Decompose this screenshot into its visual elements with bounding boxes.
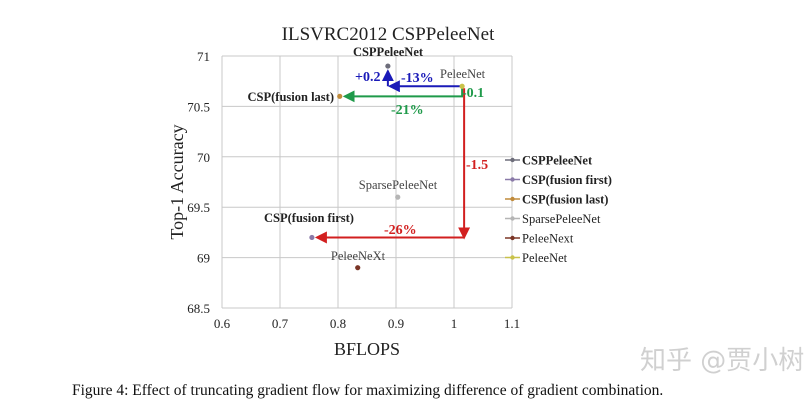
point-label: PeleeNet (440, 67, 486, 81)
x-axis-label: BFLOPS (334, 339, 400, 359)
legend-entry: SparsePeleeNet (522, 212, 601, 226)
x-tick-label: 0.6 (214, 316, 231, 331)
figure-caption: Figure 4: Effect of truncating gradient … (72, 382, 664, 399)
annotation-label: -0.1 (462, 86, 484, 101)
legend-swatch-marker (510, 177, 515, 182)
point-label: PeleeNeXt (331, 249, 386, 263)
y-tick-label: 71 (197, 49, 210, 64)
legend-entry: PeleeNet (522, 251, 568, 265)
y-tick-label: 68.5 (187, 301, 210, 316)
x-tick-label: 1 (451, 316, 458, 331)
annotation-label: -21% (391, 103, 424, 118)
legend-swatch-marker (510, 255, 515, 260)
legend-entry: PeleeNext (522, 232, 574, 246)
legend-swatch-marker (510, 235, 515, 241)
legend-entry: CSP(fusion last) (522, 193, 608, 207)
annotation-label: -1.5 (466, 158, 488, 173)
x-tick-label: 0.9 (388, 316, 404, 331)
y-tick-label: 70 (197, 150, 210, 165)
legend-swatch-marker (510, 196, 515, 202)
x-tick-label: 0.8 (330, 316, 346, 331)
chart-title: ILSVRC2012 CSPPeleeNet (282, 24, 495, 45)
data-point (309, 234, 315, 241)
legend-entry: CSP(fusion first) (522, 173, 612, 187)
annotation-label: -26% (384, 223, 417, 238)
watermark: 知乎 @贾小树 (640, 346, 805, 376)
point-label: CSP(fusion last) (248, 90, 334, 104)
annotation-label: +0.2 (355, 70, 380, 85)
data-point (337, 93, 343, 99)
data-point (395, 194, 401, 200)
legend-swatch-marker (510, 157, 515, 163)
data-point (385, 63, 391, 69)
x-tick-label: 0.7 (272, 316, 289, 331)
point-label: SparsePeleeNet (359, 178, 438, 192)
point-label: CSP(fusion first) (264, 211, 354, 225)
y-tick-label: 70.5 (187, 99, 210, 114)
arrow-green (342, 87, 464, 103)
y-axis-label: Top-1 Accuracy (167, 124, 187, 239)
y-tick-label: 69.5 (187, 200, 210, 215)
data-point (355, 265, 361, 271)
legend-swatch-marker (510, 216, 515, 221)
data-point (459, 83, 465, 89)
x-tick-label: 1.1 (504, 316, 520, 331)
y-tick-label: 69 (197, 251, 210, 266)
legend-entry: CSPPeleeNet (522, 154, 593, 168)
point-label: CSPPeleeNet (353, 45, 424, 59)
annotation-label: -13% (401, 71, 434, 86)
